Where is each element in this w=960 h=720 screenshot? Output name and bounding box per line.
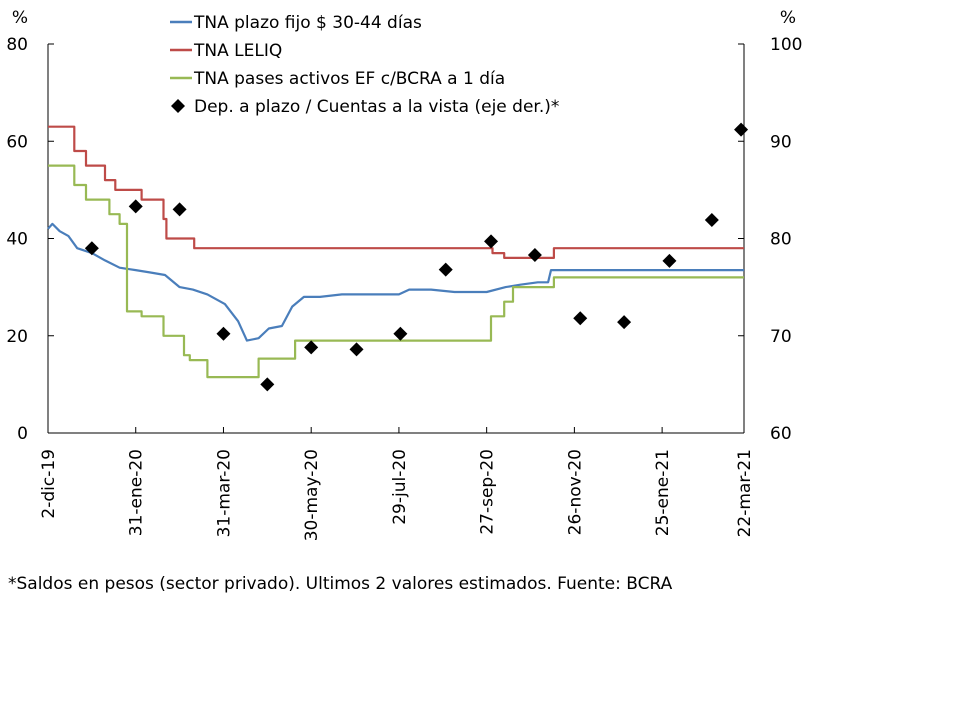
marker-point [573, 311, 588, 326]
marker-point [662, 253, 677, 268]
legend-label: TNA plazo fijo $ 30-44 días [193, 13, 422, 33]
left-tick-label: 80 [6, 35, 28, 55]
marker-point [734, 122, 749, 137]
legend-marker [171, 99, 185, 113]
marker-point [393, 326, 408, 341]
series-line-0 [47, 222, 744, 342]
series-line-2 [48, 164, 744, 379]
right-axis-unit: % [780, 8, 796, 28]
x-tick-label: 31-mar-20 [214, 449, 234, 537]
x-tick-label: 26-nov-20 [565, 449, 585, 535]
legend-label: TNA LELIQ [193, 41, 282, 61]
x-tick-label: 31-ene-20 [127, 449, 147, 536]
marker-point [349, 342, 364, 357]
left-tick-label: 0 [17, 424, 28, 444]
marker-point [527, 248, 542, 263]
left-axis-unit: % [12, 8, 28, 28]
right-tick-label: 100 [770, 35, 802, 55]
x-tick-label: 30-may-20 [302, 449, 322, 541]
marker-point [484, 234, 499, 249]
right-tick-label: 70 [770, 327, 792, 347]
footnote: *Saldos en pesos (sector privado). Ultim… [8, 574, 673, 594]
marker-point [172, 202, 187, 217]
marker-point [438, 262, 453, 277]
x-tick-label: 27-sep-20 [478, 449, 498, 535]
x-tick-label: 22-mar-21 [735, 449, 755, 537]
marker-point [128, 199, 143, 214]
chart: 0 20 40 60 80% 60 70 80 90 100% 2-dic-19 31-ene-20 3… [6, 8, 802, 541]
marker-point [84, 241, 99, 256]
series-layer [47, 122, 749, 392]
right-tick-label: 80 [770, 230, 792, 250]
right-tick-label: 60 [770, 424, 792, 444]
marker-point [260, 377, 275, 392]
x-tick-label: 25-ene-21 [653, 449, 673, 536]
x-tick-label: 2-dic-19 [39, 449, 59, 519]
legend-label: Dep. a plazo / Cuentas a la vista (eje d… [194, 97, 559, 117]
left-tick-label: 60 [6, 132, 28, 152]
right-tick-label: 90 [770, 132, 792, 152]
legend: TNA plazo fijo $ 30-44 días TNA LELIQ TNA … [170, 13, 559, 117]
marker-point [216, 326, 231, 341]
marker-point [304, 340, 319, 355]
axes: 0 20 40 60 80% 60 70 80 90 100% 2-dic-19 31-ene-20 3… [6, 8, 802, 541]
x-tick-label: 29-jul-20 [390, 449, 410, 525]
legend-label: TNA pases activos EF c/BCRA a 1 día [193, 69, 505, 89]
marker-point [617, 315, 632, 330]
left-tick-label: 20 [6, 327, 28, 347]
marker-point [704, 213, 719, 228]
left-tick-label: 40 [6, 230, 28, 250]
series-line-1 [48, 125, 744, 259]
